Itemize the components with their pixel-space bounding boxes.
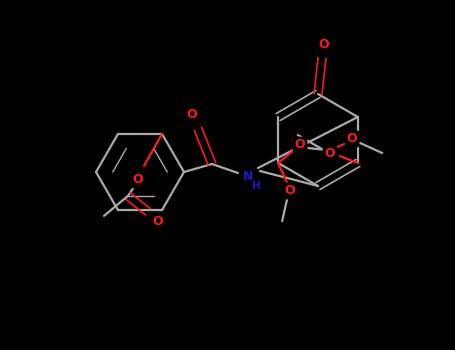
Text: H: H <box>252 181 260 191</box>
Text: O: O <box>285 184 295 197</box>
Text: O: O <box>295 139 305 152</box>
Text: O: O <box>347 133 358 146</box>
Text: O: O <box>153 215 163 229</box>
Text: O: O <box>318 37 329 50</box>
Text: O: O <box>187 108 197 121</box>
Text: O: O <box>324 147 335 160</box>
Text: O: O <box>133 173 143 187</box>
Text: N: N <box>243 169 253 182</box>
